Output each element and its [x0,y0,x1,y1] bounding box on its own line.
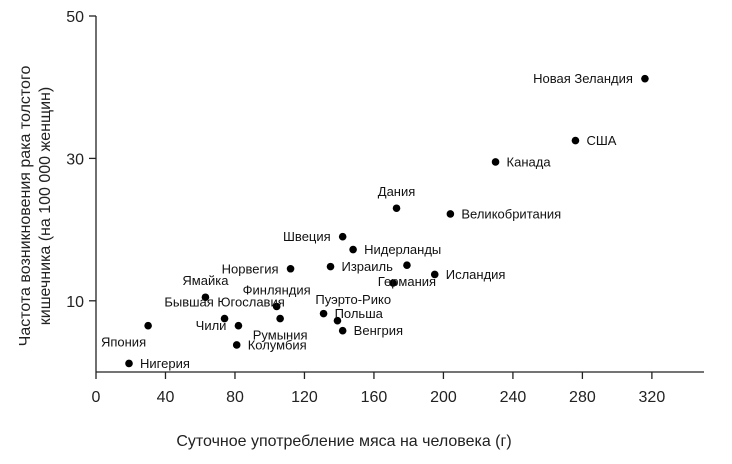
point-label: Финляндия [243,282,311,297]
data-point [446,210,455,218]
data-point [349,245,357,254]
point-label: Польша [335,306,384,321]
point-label: Колумбия [248,337,307,352]
data-point [232,341,241,349]
x-tick-label: 40 [157,389,175,406]
data-point [333,316,342,325]
data-point [338,232,347,241]
point-label: Канада [507,154,552,169]
point-label: Нидерланды [364,242,441,257]
data-point [201,293,210,302]
data-point [403,261,411,270]
data-point [319,309,328,318]
y-axis-title-line: кишечника (на 100 000 женщин) [37,87,54,325]
point-label: Пуэрто-Рико [315,292,391,307]
data-point [220,314,229,323]
point-label: Швеция [283,229,331,244]
point-label: Румыния [253,328,308,343]
point-label: США [586,133,616,148]
data-point [571,136,580,145]
x-tick-label: 160 [361,389,388,406]
point-label: Исландия [446,267,506,282]
x-tick-label: 280 [569,389,596,406]
data-point [276,314,284,323]
x-tick-label: 240 [500,389,527,406]
y-axis-title-line: Частота возникновения рака толстого [17,66,34,347]
x-axis-title: Суточное употребление мяса на человека (… [176,433,511,450]
x-tick-label: 320 [639,389,666,406]
y-tick-label: 50 [66,9,84,26]
point-label: Япония [101,335,146,350]
x-tick-label: 120 [291,389,318,406]
data-labels: Новая Зеландия США Канада Дания Великобритан… [101,71,633,371]
data-point [286,264,295,273]
point-label: Бывшая Югославия [164,295,284,310]
data-point [125,359,133,368]
point-label: Ямайка [182,273,229,288]
x-tick-label: 80 [226,389,244,406]
x-tick-label: 200 [430,389,457,406]
data-point [338,326,347,335]
data-point [641,74,649,83]
x-axis-ticks: 0 40 80 120 160 200 240 280 320 [92,372,666,406]
point-label: Новая Зеландия [533,71,633,86]
point-label: Венгрия [354,323,403,338]
y-tick-label: 30 [66,151,84,168]
data-point [430,270,439,279]
data-point [389,279,397,287]
point-label: Норвегия [222,261,279,276]
data-point [392,204,401,213]
data-point [491,158,500,166]
point-label: Великобритания [461,206,561,221]
point-label: Чили [196,318,227,333]
y-tick-label: 10 [66,294,84,311]
x-tick-label: 0 [92,389,101,406]
point-label: Нигерия [140,356,190,371]
point-label: Израиль [342,259,394,274]
data-point [234,321,243,330]
point-label: Германия [378,274,436,289]
y-axis-title: Частота возникновения рака толстого кишеч… [17,66,54,347]
data-point [326,262,335,271]
axes [95,16,704,373]
data-point [272,302,281,311]
data-point [144,321,152,330]
point-label: Дания [378,184,416,199]
data-points [125,74,649,368]
y-axis-ticks: 10 30 50 [66,9,96,311]
